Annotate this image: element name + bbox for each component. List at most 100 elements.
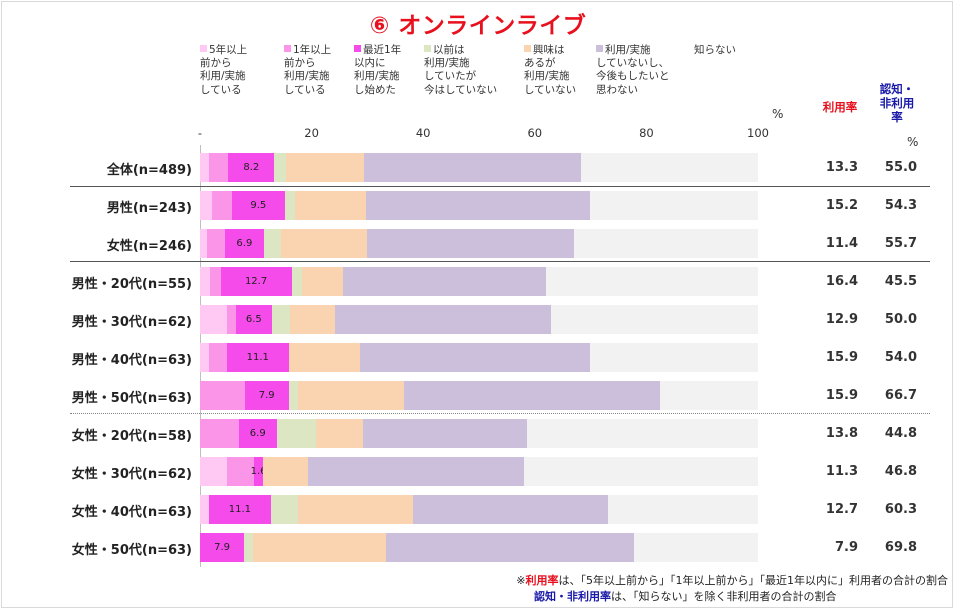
bar-segment	[200, 495, 209, 524]
legend-swatch	[354, 45, 361, 52]
bar-segment	[335, 305, 551, 334]
separator-gender	[70, 261, 930, 262]
x-tick-label: 80	[639, 126, 654, 140]
bar-segment	[200, 381, 245, 410]
footnote-awareness-term: 認知・非利用率	[534, 590, 611, 603]
right-unit-label: %	[907, 135, 919, 149]
legend-item-text: していないし、	[596, 57, 670, 70]
legend-item-text: していたが	[424, 70, 477, 83]
awareness-rate-value: 50.0	[884, 312, 917, 327]
legend-item-text: 興味は	[524, 44, 576, 57]
bar-segment	[208, 153, 229, 182]
bar-data-label: 6.9	[249, 428, 266, 439]
legend-item-text: していない	[524, 83, 577, 96]
bar-segment	[633, 533, 758, 562]
awareness-rate-value: 54.0	[884, 350, 917, 365]
usage-rate-header: 利用率	[822, 100, 858, 114]
bar-segment	[200, 305, 227, 334]
usage-rate-value: 7.9	[834, 540, 858, 555]
bar-segment	[270, 495, 298, 524]
legend-item-text: 思わない	[596, 83, 638, 96]
awareness-rate-value: 46.8	[884, 464, 917, 479]
bar-segment	[607, 495, 758, 524]
legend-item: 知らない	[694, 44, 736, 57]
bar-segment	[288, 381, 298, 410]
legend-swatch	[284, 45, 291, 52]
bar-row: 11.1	[200, 495, 758, 524]
legend-item-text: 利用/実施	[200, 70, 246, 83]
legend-item: 利用/実施 していないし、 今後もしたいと 思わない	[596, 44, 670, 97]
legend-swatch	[424, 45, 431, 52]
bar-data-label: 11.1	[228, 504, 252, 515]
bar-data-label: 7.9	[214, 542, 230, 553]
awareness-rate-value: 60.3	[884, 502, 917, 517]
legend-item: 最近1年 以内に 利用/実施 し始めた	[354, 44, 401, 97]
bar-segment	[228, 153, 275, 182]
legend-item-text: 以前は	[424, 44, 497, 57]
legend-swatch	[200, 45, 207, 52]
row-label: 女性・50代(n=63)	[71, 543, 192, 558]
footnote-usage-text: は、「5年以上前から」「1年以上前から」「最近1年以内に」利用者の合計の割合	[558, 574, 949, 587]
legend-item-text: 利用/実施	[596, 44, 670, 57]
awareness-rate-value: 69.8	[884, 540, 917, 555]
bar-data-label: 1.6	[250, 466, 267, 477]
footnote-usage-term: 利用率	[525, 574, 559, 587]
bar-segment	[574, 229, 758, 258]
bar-segment	[200, 153, 209, 182]
footnote-usage-prefix: ※	[516, 574, 526, 587]
bar-segment	[271, 305, 290, 334]
bar-segment	[235, 305, 272, 334]
bar-segment	[231, 191, 285, 220]
x-tick-label: 100	[747, 126, 769, 140]
legend-swatch	[596, 45, 603, 52]
bar-segment	[412, 495, 608, 524]
bar-segment	[281, 229, 368, 258]
usage-rate-value: 13.8	[825, 426, 858, 441]
bar-segment	[208, 495, 271, 524]
row-label: 女性・30代(n=62)	[71, 467, 192, 482]
usage-rate-value: 13.3	[825, 160, 858, 175]
bar-segment	[200, 457, 227, 486]
separator-total	[70, 186, 930, 187]
legend-item-text: 前から	[200, 57, 232, 70]
legend-item: 以前は 利用/実施 していたが 今はしていない	[424, 44, 497, 97]
bar-data-label: 12.7	[244, 276, 268, 287]
legend-item-text: 今はしていない	[424, 83, 498, 96]
legend-item-text: している	[200, 83, 242, 96]
bar-segment	[590, 343, 758, 372]
row-label: 女性(n=246)	[106, 239, 192, 254]
bar-segment	[277, 419, 316, 448]
legend-item-text: 利用/実施	[524, 70, 570, 83]
bar-data-label: 6.5	[245, 314, 262, 325]
bar-data-label: 6.9	[236, 238, 253, 249]
bar-segment	[367, 229, 575, 258]
row-label: 男性・30代(n=62)	[71, 315, 192, 330]
bar-segment	[524, 457, 758, 486]
bar-segment	[289, 305, 336, 334]
awareness-rate-header-line: 認知・	[879, 82, 915, 96]
bar-row: 7.9	[200, 533, 758, 562]
bar-segment	[291, 267, 302, 296]
bar-segment	[545, 267, 758, 296]
bar-segment	[526, 419, 758, 448]
awareness-rate-header-line: 率	[891, 110, 903, 124]
row-label: 男性・20代(n=55)	[71, 277, 192, 292]
bar-segment	[297, 381, 404, 410]
bar-segment	[200, 267, 211, 296]
bar-segment	[244, 533, 253, 562]
bar-segment	[581, 153, 758, 182]
bar-row: 1.6	[200, 457, 758, 486]
bar-segment	[301, 267, 343, 296]
bar-segment	[315, 419, 364, 448]
bar-data-label: 8.2	[243, 162, 260, 173]
legend-item: 1年以上 前から 利用/実施 している	[284, 44, 331, 97]
bar-segment	[238, 419, 277, 448]
bar-segment	[253, 533, 386, 562]
awareness-rate-header: 認知・ 非利用率	[874, 82, 920, 124]
separator-male-female	[70, 413, 930, 414]
bar-data-label: 7.9	[258, 390, 275, 401]
bar-segment	[226, 343, 289, 372]
row-label: 男性・50代(n=63)	[71, 391, 192, 406]
legend-item-text: 以内に	[354, 57, 386, 70]
x-tick-label: 40	[415, 126, 431, 140]
